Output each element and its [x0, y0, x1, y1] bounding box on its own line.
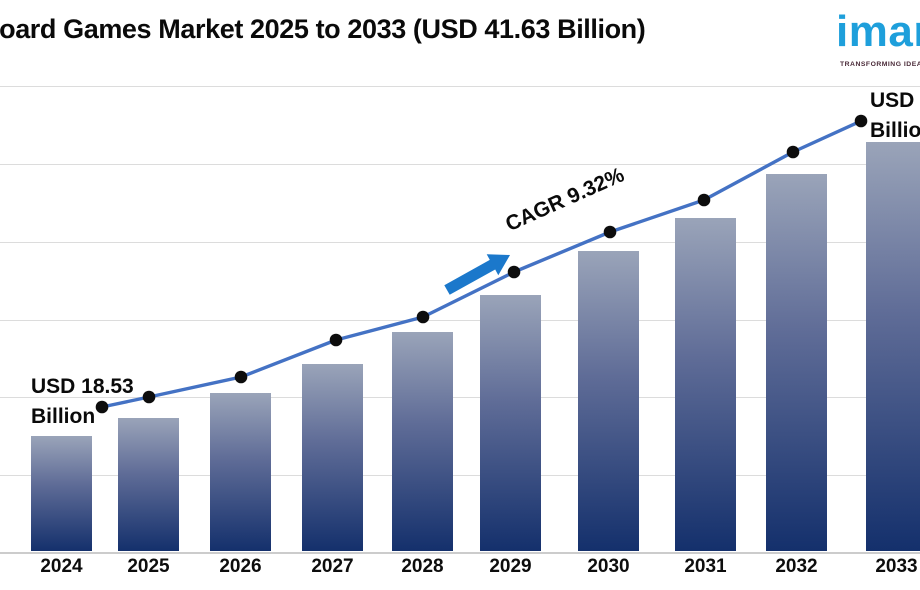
- gridline: [0, 164, 920, 165]
- brand-name: imarc: [836, 7, 920, 56]
- axis-label-2024: 2024: [40, 556, 83, 577]
- bar-2028: [392, 332, 453, 551]
- start-value-label: USD 18.53 Billion: [31, 372, 134, 432]
- gridline: [0, 475, 920, 476]
- data-point-marker: [95, 400, 109, 414]
- bar-2024: [31, 436, 92, 551]
- bar-2032: [766, 174, 827, 551]
- axis-label-2026: 2026: [219, 556, 262, 577]
- end-value-line1: USD 41.63: [870, 89, 920, 112]
- bar-2026: [210, 393, 271, 551]
- gridline: [0, 242, 920, 243]
- data-point-marker: [603, 225, 617, 239]
- data-point-marker: [142, 390, 156, 404]
- axis-label-2029: 2029: [489, 556, 532, 577]
- start-value-line2: Billion: [31, 405, 96, 428]
- end-value-label: USD 41.63 Billion: [870, 86, 920, 146]
- axis-label-2031: 2031: [684, 556, 727, 577]
- data-point-marker: [329, 333, 343, 347]
- axis-label-2025: 2025: [127, 556, 170, 577]
- bar-2027: [302, 364, 363, 551]
- chart-title: Board Games Market 2025 to 2033 (USD 41.…: [0, 14, 646, 44]
- gridline: [0, 397, 920, 398]
- data-point-marker: [786, 145, 800, 159]
- bar-2030: [578, 251, 639, 551]
- axis-label-2032: 2032: [775, 556, 818, 577]
- bar-2029: [480, 295, 541, 551]
- bar-2025: [118, 418, 179, 551]
- axis-label-2030: 2030: [587, 556, 630, 577]
- data-point-marker: [234, 370, 248, 384]
- gridline: [0, 86, 920, 87]
- gridline: [0, 320, 920, 321]
- bar-2033: [866, 142, 920, 551]
- end-value-line2: Billion: [870, 119, 920, 142]
- brand-logo: imarc TRANSFORMING IDEAS: [836, 7, 920, 69]
- axis-label-2028: 2028: [401, 556, 444, 577]
- data-point-marker: [416, 310, 430, 324]
- data-point-marker: [854, 114, 868, 128]
- trend-line: [100, 119, 863, 409]
- axis-label-2027: 2027: [311, 556, 354, 577]
- data-point-marker: [507, 265, 521, 279]
- brand-tagline: TRANSFORMING IDEAS: [840, 61, 920, 68]
- bar-2031: [675, 218, 736, 551]
- data-point-marker: [697, 193, 711, 207]
- axis-label-2033: 2033: [875, 556, 918, 577]
- x-axis-line: [0, 552, 920, 554]
- growth-arrow-shape: [444, 254, 510, 295]
- start-value-line1: USD 18.53: [31, 375, 134, 398]
